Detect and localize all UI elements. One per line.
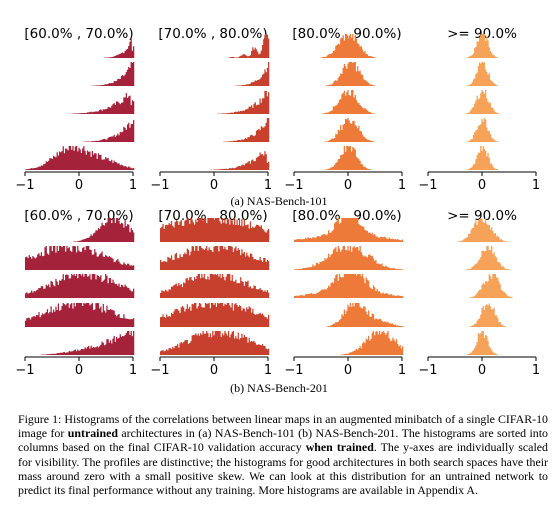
x-tick-label-4-1: −1 — [418, 363, 437, 378]
histogram-c4-r2 — [465, 246, 511, 270]
histogram-c4-r1 — [466, 34, 499, 58]
histogram-c2-r1 — [227, 34, 270, 58]
x-tick-label-4-3: 1 — [532, 178, 540, 193]
histogram-c2-r2 — [160, 246, 270, 270]
histogram-c3-r2 — [294, 246, 404, 270]
col-title-b-1: [60.0% , 70.0%) — [24, 208, 133, 224]
histogram-c4-r2 — [466, 62, 499, 86]
x-tick-label-1-2: 0 — [75, 178, 83, 193]
caption-bold-untrained: untrained — [67, 426, 118, 441]
histogram-c2-r5 — [160, 331, 270, 355]
histogram-c4-r5 — [466, 146, 499, 170]
axes-nas-bench-201: −1 0 1 −1 0 1 −1 0 1 −1 0 1 — [15, 356, 540, 378]
histogram-c3-r5 — [340, 331, 404, 355]
x-tick-label-3-3: 1 — [398, 178, 406, 193]
col-title-b-4: >= 90.0% — [447, 208, 517, 224]
histogram-c1-r3 — [68, 93, 135, 114]
x-tick-label-2-3: 1 — [264, 178, 272, 193]
panel-nas-bench-101: [60.0% , 70.0%) [70.0% , 80.0%) [80.0% ,… — [15, 26, 540, 208]
x-tick-label-4-2: 0 — [478, 363, 486, 378]
histogram-c3-r3 — [321, 90, 376, 114]
histogram-c2-r1 — [160, 218, 270, 242]
subcaption-b: (b) NAS-Bench-201 — [230, 381, 328, 395]
x-tick-label-2-3: 1 — [264, 363, 272, 378]
histogram-c3-r3 — [294, 274, 404, 298]
panel-nas-bench-201: [60.0% , 70.0%) [70.0% , 80.0%) [80.0% ,… — [15, 208, 540, 395]
histogram-c2-r4 — [223, 118, 270, 142]
histogram-c2-r2 — [235, 62, 270, 86]
col-title-b-3: [80.0% , 90.0%) — [292, 208, 401, 224]
histogram-c1-r5 — [40, 331, 135, 355]
figure-caption: Figure 1: Histograms of the correlations… — [18, 412, 548, 497]
histogram-c4-r3 — [469, 274, 513, 298]
caption-bold-when-trained: when trained — [305, 440, 374, 455]
histograms-nas-bench-201 — [25, 218, 513, 355]
col-title-a-2: [70.0% , 80.0%) — [158, 26, 267, 42]
histograms-nas-bench-101 — [25, 34, 500, 170]
axes-nas-bench-101: −1 0 1 −1 0 1 −1 0 1 −1 0 1 — [15, 171, 540, 193]
histogram-c1-r2 — [91, 62, 135, 86]
histogram-c2-r4 — [160, 303, 270, 327]
x-tick-label-4-3: 1 — [532, 363, 540, 378]
histogram-c1-r5 — [25, 146, 135, 170]
x-tick-label-3-1: −1 — [284, 178, 303, 193]
col-title-a-1: [60.0% , 70.0%) — [24, 26, 133, 42]
x-tick-label-2-1: −1 — [150, 363, 169, 378]
histogram-c3-r1 — [294, 218, 404, 242]
caption-part-2: architectures in (a) NAS-Bench-101 (b) N… — [18, 426, 548, 455]
x-tick-label-1-3: 1 — [129, 363, 137, 378]
subcaption-a: (a) NAS-Bench-101 — [231, 194, 328, 208]
x-tick-label-2-2: 0 — [210, 363, 218, 378]
x-tick-label-4-2: 0 — [478, 178, 486, 193]
histogram-c4-r1 — [457, 218, 509, 242]
x-tick-label-4-1: −1 — [418, 178, 437, 193]
x-tick-label-1-2: 0 — [75, 363, 83, 378]
x-tick-label-1-1: −1 — [15, 363, 34, 378]
x-tick-label-3-2: 0 — [344, 363, 352, 378]
histogram-c3-r4 — [325, 303, 404, 327]
x-tick-label-3-2: 0 — [344, 178, 352, 193]
histogram-c3-r5 — [324, 146, 372, 170]
histogram-c1-r4 — [83, 120, 135, 142]
caption-part-3: . The y-axes are individually scaled for… — [18, 440, 548, 498]
histogram-c1-r2 — [25, 246, 135, 270]
histogram-c1-r1 — [103, 38, 135, 58]
histogram-c2-r3 — [160, 274, 270, 298]
x-tick-label-1-3: 1 — [129, 178, 137, 193]
histogram-c1-r3 — [25, 274, 135, 298]
histogram-c3-r1 — [320, 34, 377, 58]
histogram-c1-r1 — [73, 218, 135, 242]
histogram-c2-r5 — [210, 151, 270, 170]
histogram-c4-r4 — [466, 118, 499, 142]
histogram-c1-r4 — [25, 303, 135, 327]
x-tick-label-3-1: −1 — [284, 363, 303, 378]
histogram-figure: [60.0% , 70.0%) [70.0% , 80.0%) [80.0% ,… — [15, 26, 540, 395]
histogram-c3-r4 — [324, 118, 376, 142]
histogram-c4-r4 — [469, 303, 507, 327]
histogram-c4-r3 — [465, 90, 500, 114]
x-tick-label-3-3: 1 — [398, 363, 406, 378]
histogram-c4-r5 — [466, 331, 499, 355]
x-tick-label-1-1: −1 — [15, 178, 34, 193]
x-tick-label-2-2: 0 — [210, 178, 218, 193]
histogram-c2-r3 — [217, 90, 270, 114]
x-tick-label-2-1: −1 — [150, 178, 169, 193]
caption-part-1: Figure 1: Histograms of the correlations… — [18, 412, 548, 441]
histogram-c3-r2 — [325, 62, 376, 86]
